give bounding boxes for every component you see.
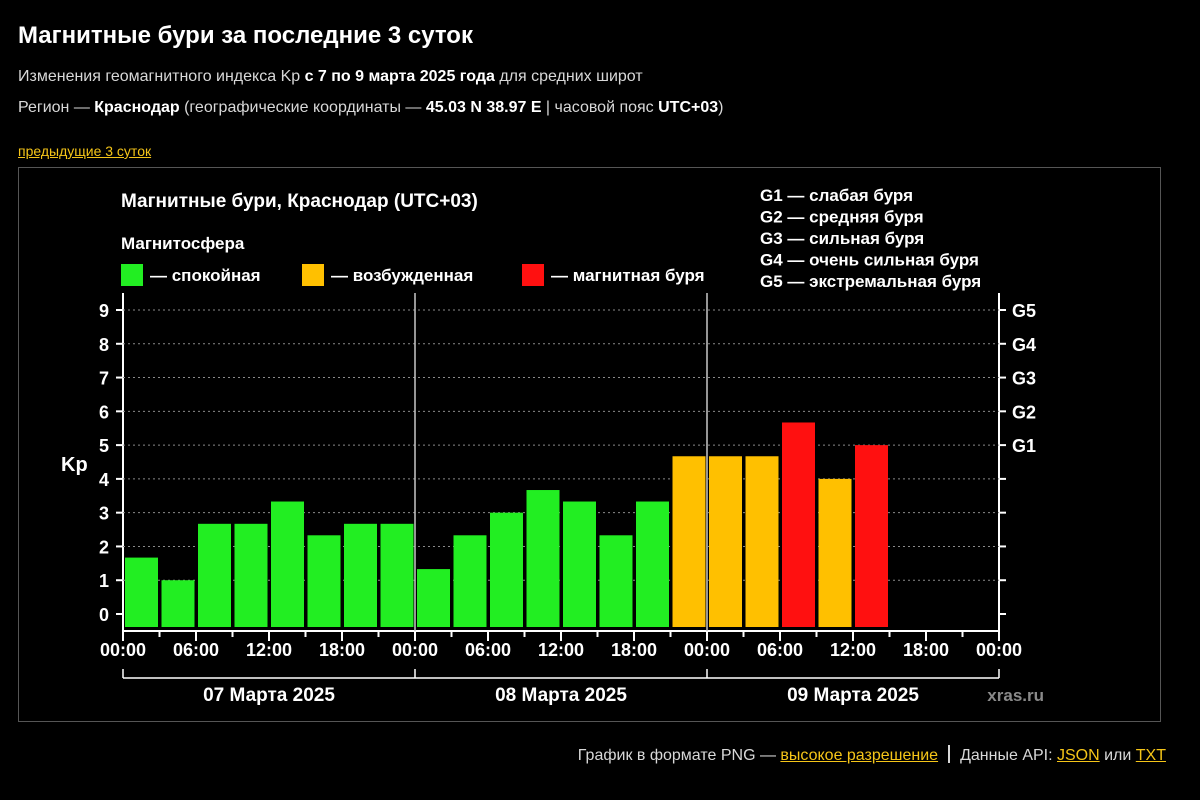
kp-bar (782, 422, 815, 627)
y-tick-label-6: 6 (99, 402, 109, 422)
subtitle-region: Регион — Краснодар (географические коорд… (18, 99, 723, 117)
kp-bar (125, 557, 158, 627)
chart-frame: Магнитные бури, Краснодар (UTC+03) Магнит… (18, 167, 1161, 722)
legend-label-0: — спокойная (150, 266, 261, 285)
legend-swatch-2 (522, 264, 544, 286)
x-tick-label: 18:00 (319, 640, 365, 660)
kp-bar (271, 501, 304, 627)
y-tick-label-9: 9 (99, 301, 109, 321)
kp-bar (161, 580, 195, 627)
kp-bar (307, 535, 341, 627)
x-tick-label: 18:00 (611, 640, 657, 660)
high-resolution-link[interactable]: высокое разрешение (780, 747, 939, 764)
region-timezone: UTC+03 (658, 99, 719, 116)
kp-bar (709, 456, 742, 627)
subtitle-period-dates: с 7 по 9 марта 2025 года (304, 68, 495, 85)
x-tick-label: 12:00 (830, 640, 876, 660)
y-tick-label-1: 1 (99, 571, 109, 591)
footer: График в формате PNG — высокое разрешени… (578, 745, 1166, 765)
kp-chart: Магнитные бури, Краснодар (UTC+03) Магнит… (61, 186, 1044, 706)
y-tick-label-5: 5 (99, 436, 109, 456)
footer-png-prefix: График в формате PNG — (577, 747, 781, 764)
kp-bar (417, 569, 450, 627)
txt-link[interactable]: TXT (1135, 747, 1166, 764)
y-axis-label: Kp (61, 454, 88, 476)
g-tick-label-G2: G2 (1012, 402, 1036, 422)
kp-bar (745, 456, 779, 627)
legend-swatch-1 (302, 264, 324, 286)
g-scale-legend-1: G1 — слабая буря (760, 186, 913, 205)
g-scale-legend-4: G4 — очень сильная буря (760, 251, 979, 270)
kp-bar (818, 478, 852, 627)
x-tick-label: 00:00 (684, 640, 730, 660)
kp-bar (453, 535, 487, 627)
legend-label-1: — возбужденная (331, 266, 473, 285)
previous-3-days-link[interactable]: предыдущие 3 суток (18, 143, 152, 159)
kp-bar (490, 512, 523, 627)
subtitle-period-suffix: для средних широт (494, 68, 643, 85)
kp-bar (563, 501, 596, 627)
g-tick-label-G3: G3 (1012, 369, 1036, 389)
region-mid: (географические координаты — (179, 99, 426, 116)
x-tick-label: 12:00 (246, 640, 292, 660)
chart-title: Магнитные бури, Краснодар (UTC+03) (121, 191, 478, 212)
kp-bar (380, 523, 414, 627)
legend-title: Магнитосфера (121, 234, 245, 253)
day-label-1: 07 Марта 2025 (203, 685, 335, 706)
g-tick-label-G5: G5 (1012, 301, 1036, 321)
g-scale-legend-2: G2 — средняя буря (760, 208, 924, 227)
page-title: Магнитные бури за последние 3 суток (18, 22, 473, 49)
x-tick-label: 12:00 (538, 640, 584, 660)
json-link[interactable]: JSON (1057, 747, 1100, 764)
kp-bar (636, 501, 669, 627)
y-tick-label-7: 7 (99, 369, 109, 389)
region-tz-prefix: | часовой пояс (541, 99, 659, 116)
subtitle-period: Изменения геомагнитного индекса Kp с 7 п… (18, 68, 643, 86)
x-tick-label: 06:00 (757, 640, 803, 660)
kp-bar (526, 490, 560, 627)
footer-divider (948, 745, 951, 763)
kp-bar (234, 523, 268, 627)
y-tick-label-0: 0 (99, 605, 109, 625)
kp-bar (599, 535, 633, 627)
watermark: xras.ru (987, 686, 1044, 705)
footer-or: или (1099, 747, 1136, 764)
legend-swatch-0 (121, 264, 143, 286)
kp-bar (672, 456, 706, 627)
day-label-2: 08 Марта 2025 (495, 685, 627, 706)
day-label-3: 09 Марта 2025 (787, 685, 919, 706)
kp-bar (344, 523, 377, 627)
g-tick-label-G4: G4 (1012, 335, 1036, 355)
x-tick-label: 00:00 (392, 640, 438, 660)
y-tick-label-8: 8 (99, 335, 109, 355)
footer-api-prefix: Данные API: (960, 747, 1057, 764)
region-suffix: ) (718, 99, 724, 116)
g-tick-label-G1: G1 (1012, 436, 1036, 456)
region-name: Краснодар (94, 99, 180, 116)
y-tick-label-2: 2 (99, 537, 109, 557)
y-tick-label-3: 3 (99, 504, 109, 524)
x-tick-label: 06:00 (465, 640, 511, 660)
kp-bar (855, 445, 888, 627)
g-scale-legend-3: G3 — сильная буря (760, 229, 924, 248)
region-prefix: Регион — (18, 99, 95, 116)
x-tick-label: 06:00 (173, 640, 219, 660)
x-tick-label: 00:00 (100, 640, 146, 660)
y-tick-label-4: 4 (99, 470, 109, 490)
kp-bar (198, 523, 231, 627)
subtitle-period-prefix: Изменения геомагнитного индекса Kp (18, 68, 305, 85)
g-scale-legend-5: G5 — экстремальная буря (760, 272, 981, 291)
region-coords: 45.03 N 38.97 E (425, 99, 542, 116)
x-tick-label: 00:00 (976, 640, 1022, 660)
x-tick-label: 18:00 (903, 640, 949, 660)
legend-label-2: — магнитная буря (551, 266, 705, 285)
